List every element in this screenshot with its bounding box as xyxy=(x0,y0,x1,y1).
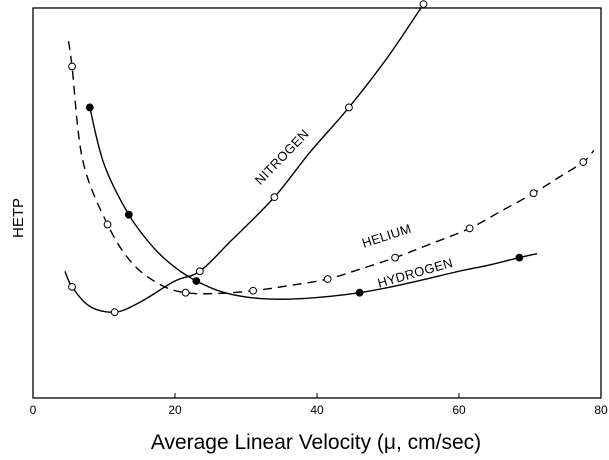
x-tick-label: 40 xyxy=(310,403,324,417)
x-tick-label: 20 xyxy=(168,403,182,417)
helium-point xyxy=(391,253,400,262)
helium-point xyxy=(181,288,190,297)
helium-point xyxy=(465,224,474,233)
plot-frame xyxy=(32,7,602,399)
y-axis-title: HETP xyxy=(10,198,27,238)
x-axis-title: Average Linear Velocity (μ, cm/sec) xyxy=(151,431,481,454)
nitrogen-point xyxy=(195,267,204,276)
helium-point xyxy=(103,220,112,229)
x-tick-label: 0 xyxy=(30,403,37,417)
hydrogen-point xyxy=(85,103,94,112)
nitrogen-point xyxy=(345,103,353,112)
hydrogen-curve xyxy=(89,107,538,300)
nitrogen-point xyxy=(68,282,76,291)
nitrogen-point xyxy=(419,0,428,8)
helium-curve xyxy=(67,41,595,295)
helium-point xyxy=(323,275,332,283)
hydrogen-point xyxy=(355,288,364,297)
plot-border xyxy=(32,7,602,399)
nitrogen-label: NITROGEN xyxy=(252,126,312,188)
series-points xyxy=(68,0,588,317)
nitrogen-point xyxy=(270,193,279,202)
x-tick-label: 60 xyxy=(452,403,466,417)
x-axis-ticks: 0 20 40 60 80 xyxy=(30,393,608,417)
helium-point xyxy=(529,189,538,198)
series-curves xyxy=(64,3,595,314)
hydrogen-point xyxy=(124,210,133,219)
hydrogen-point xyxy=(192,277,201,285)
helium-point xyxy=(579,158,588,166)
helium-label: HELIUM xyxy=(360,221,413,251)
hydrogen-point xyxy=(515,253,524,262)
helium-point xyxy=(68,62,76,71)
x-tick-label: 80 xyxy=(594,403,608,417)
helium-point xyxy=(249,286,258,295)
nitrogen-point xyxy=(110,308,119,317)
